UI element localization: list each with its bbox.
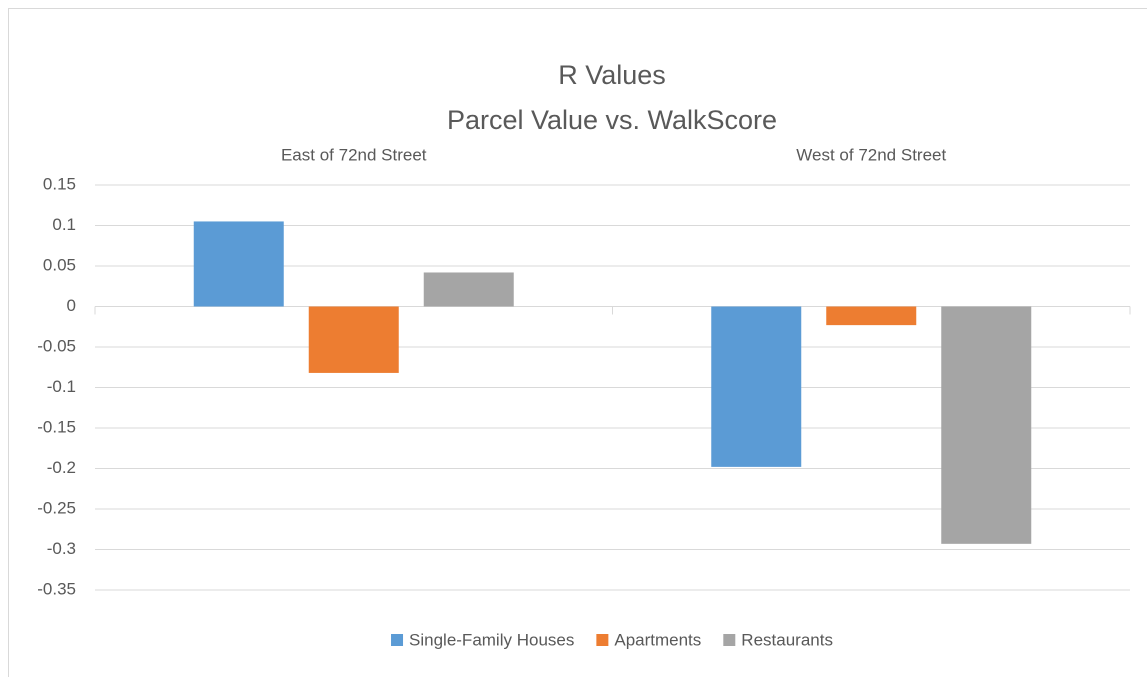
- y-tick-label: 0.1: [52, 215, 76, 234]
- y-tick-label: -0.25: [37, 498, 76, 517]
- y-tick-label: -0.05: [37, 336, 76, 355]
- y-tick-label: 0.15: [43, 174, 76, 193]
- bar: [308, 306, 399, 373]
- chart-subtitle: Parcel Value vs. WalkScore: [447, 105, 777, 135]
- legend-swatch: [596, 634, 609, 646]
- y-tick-label: -0.15: [37, 417, 76, 436]
- y-tick-label: 0.05: [43, 255, 76, 274]
- y-tick-label: -0.3: [47, 539, 76, 558]
- bar: [826, 306, 917, 326]
- legend-swatch: [723, 634, 736, 646]
- bar: [193, 221, 284, 307]
- category-label: West of 72nd Street: [796, 145, 946, 164]
- bar: [711, 306, 802, 467]
- legend-label: Apartments: [614, 630, 701, 649]
- chart-title: R Values: [558, 60, 666, 90]
- legend-swatch: [391, 634, 404, 646]
- bar: [423, 272, 514, 307]
- bar: [941, 306, 1032, 544]
- category-label: East of 72nd Street: [281, 145, 427, 164]
- legend-label: Single-Family Houses: [409, 630, 574, 649]
- y-tick-label: -0.1: [47, 377, 76, 396]
- y-tick-label: -0.35: [37, 579, 76, 598]
- y-tick-label: -0.2: [47, 458, 76, 477]
- y-tick-label: 0: [67, 296, 76, 315]
- legend-label: Restaurants: [741, 630, 833, 649]
